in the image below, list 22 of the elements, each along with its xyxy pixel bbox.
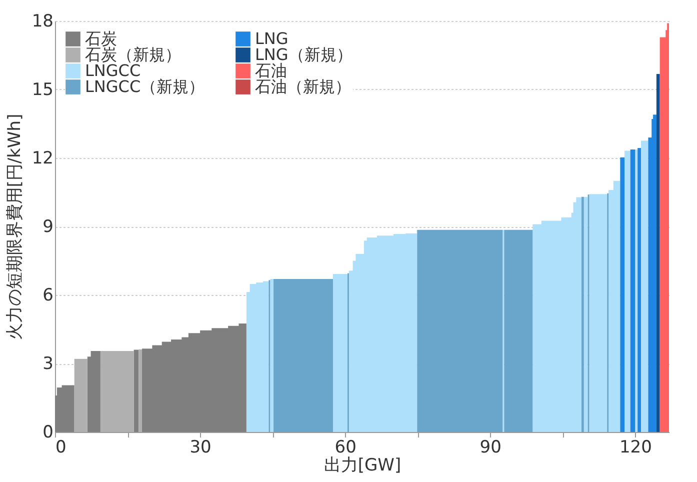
y-axis-title: 火力の短期限界費用[円/kWh] xyxy=(4,114,25,340)
legend-label: 石炭（新規） xyxy=(85,45,181,64)
y-tick-label: 12 xyxy=(32,148,54,168)
y-tick-label: 18 xyxy=(32,12,54,32)
y-tick-label: 9 xyxy=(42,217,54,237)
y-tick-label: 3 xyxy=(42,354,54,374)
legend-label: LNG xyxy=(255,29,288,48)
legend-label: 石油 xyxy=(255,61,287,80)
legend-label: LNG（新規） xyxy=(255,45,352,64)
y-tick-label: 6 xyxy=(42,286,54,306)
y-tick-label: 15 xyxy=(32,80,54,100)
y-tick-label: 0 xyxy=(42,422,54,442)
x-tick-label: 60 xyxy=(334,438,356,458)
legend-label: LNGCC（新規） xyxy=(85,77,205,96)
legend-label: 石油（新規） xyxy=(255,77,351,96)
legend-label: LNGCC xyxy=(85,61,141,80)
x-tick-label: 90 xyxy=(480,438,502,458)
x-axis-title: 出力[GW] xyxy=(324,456,402,476)
x-tick-label: 0 xyxy=(56,438,66,458)
x-tick-label: 120 xyxy=(619,438,652,458)
x-tick-label: 30 xyxy=(190,438,212,458)
legend-label: 石炭 xyxy=(85,29,117,48)
